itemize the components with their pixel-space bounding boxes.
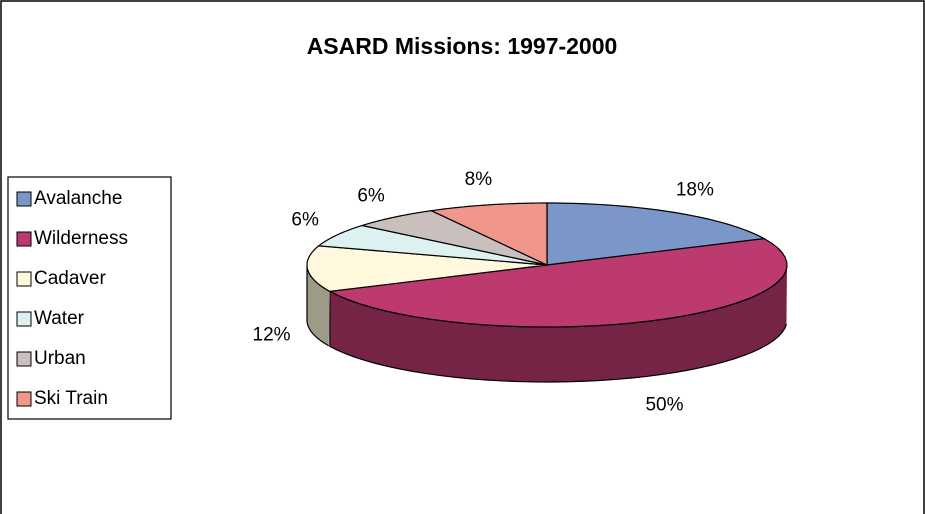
legend-label: Cadaver: [34, 268, 106, 289]
slice: [546, 202, 767, 266]
data-label: 6%: [357, 186, 385, 207]
legend-swatch: [16, 231, 32, 247]
legend-label: Ski Train: [34, 388, 108, 409]
legend-swatch: [16, 271, 32, 287]
data-label: 12%: [253, 324, 291, 345]
legend: Avalanche Wilderness Cadaver Water Urban Ski …: [7, 176, 172, 420]
chart-title: ASARD Missions: 1997-2000: [307, 33, 618, 59]
pie: 18% 50% 12% 6% 6% 8%: [253, 169, 788, 416]
slice: [327, 237, 788, 328]
data-label: 18%: [676, 179, 714, 200]
legend-label: Water: [34, 308, 85, 329]
data-label: 6%: [291, 210, 319, 231]
data-label: 50%: [645, 395, 683, 416]
slice: [359, 210, 548, 266]
slice: [429, 202, 548, 266]
slice: [306, 245, 548, 293]
legend-swatch: [16, 391, 32, 407]
legend-swatch: [16, 351, 32, 367]
legend-label: Wilderness: [34, 228, 128, 249]
legend-swatch: [16, 311, 32, 327]
legend-swatch: [16, 191, 32, 207]
legend-label: Avalanche: [34, 188, 122, 209]
data-label: 8%: [465, 169, 493, 190]
legend-label: Urban: [34, 348, 86, 369]
legend-box: [7, 176, 172, 420]
slice: [317, 224, 548, 266]
